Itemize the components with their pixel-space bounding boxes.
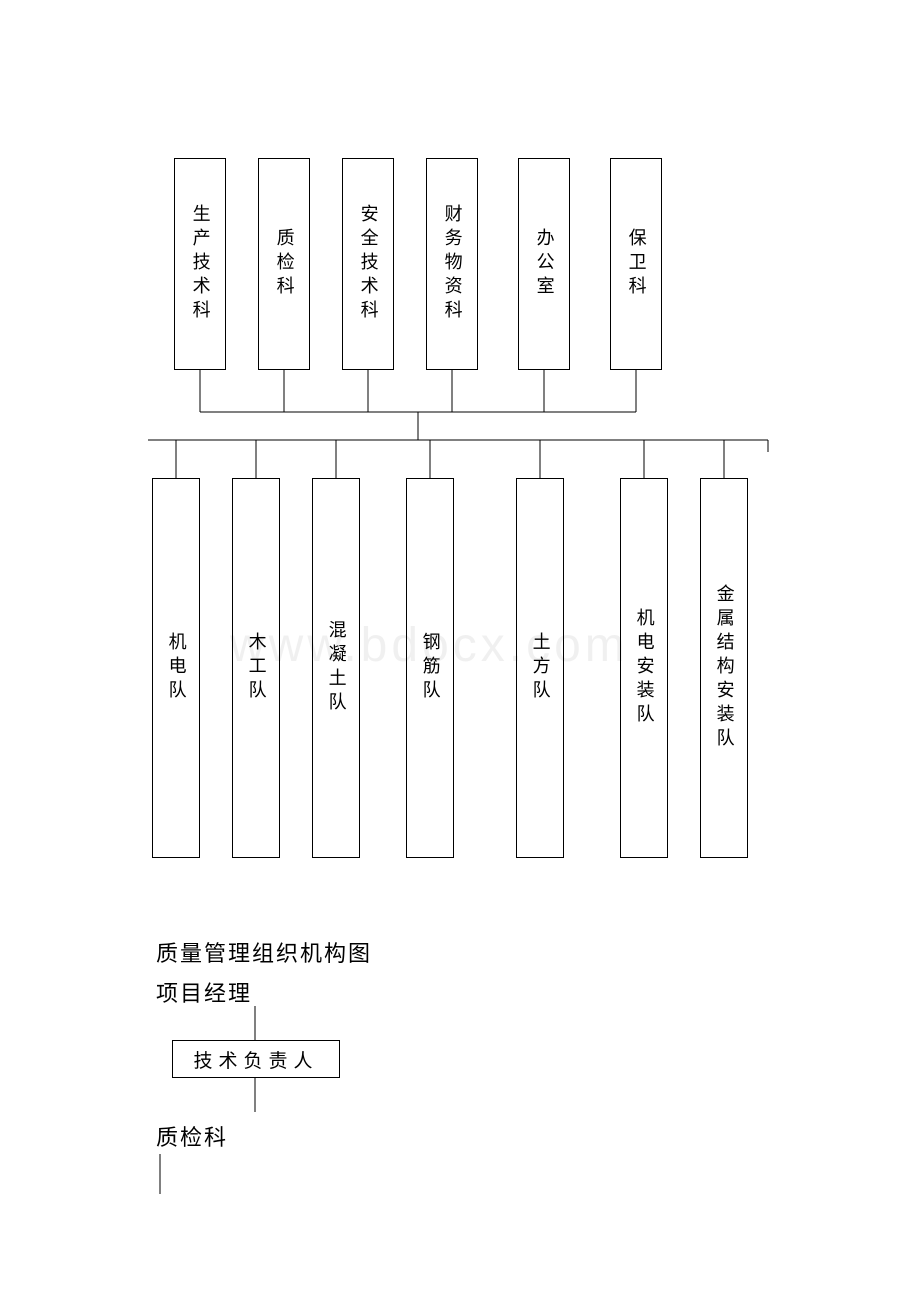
row2-box-4: 土方队 (516, 478, 564, 858)
row1-box-2: 安全技术科 (342, 158, 394, 370)
row2-box-5-label: 机电安装队 (631, 608, 656, 728)
row2-box-1: 木工队 (232, 478, 280, 858)
section2-pm-label: 项目经理 (156, 976, 252, 1008)
row1-box-1-label: 质检科 (271, 228, 296, 300)
row1-box-0-label: 生产技术科 (187, 204, 212, 324)
row2-box-6-label: 金属结构安装队 (711, 584, 736, 752)
row1-box-4-label: 办公室 (531, 228, 556, 300)
tech-lead-box: 技术负责人 (172, 1040, 340, 1078)
row2-box-5: 机电安装队 (620, 478, 668, 858)
row1-box-4: 办公室 (518, 158, 570, 370)
tech-lead-box-label: 技术负责人 (193, 1046, 318, 1073)
row2-box-6: 金属结构安装队 (700, 478, 748, 858)
row2-box-4-label: 土方队 (527, 632, 552, 704)
row2-box-0: 机电队 (152, 478, 200, 858)
section2-title: 质量管理组织机构图 (156, 936, 372, 968)
row1-box-3-label: 财务物资科 (439, 204, 464, 324)
row1-box-3: 财务物资科 (426, 158, 478, 370)
row1-box-2-label: 安全技术科 (355, 204, 380, 324)
section2-qc-label: 质检科 (156, 1120, 228, 1152)
org-chart-diagram: 生产技术科质检科安全技术科财务物资科办公室保卫科机电队木工队混凝土队钢筋队土方队… (0, 0, 920, 1302)
row2-box-2-label: 混凝土队 (323, 620, 348, 716)
row1-box-0: 生产技术科 (174, 158, 226, 370)
row1-box-5-label: 保卫科 (623, 228, 648, 300)
row2-box-0-label: 机电队 (163, 632, 188, 704)
row2-box-3-label: 钢筋队 (417, 632, 442, 704)
row2-box-3: 钢筋队 (406, 478, 454, 858)
row2-box-1-label: 木工队 (243, 632, 268, 704)
row1-box-1: 质检科 (258, 158, 310, 370)
row1-box-5: 保卫科 (610, 158, 662, 370)
row2-box-2: 混凝土队 (312, 478, 360, 858)
